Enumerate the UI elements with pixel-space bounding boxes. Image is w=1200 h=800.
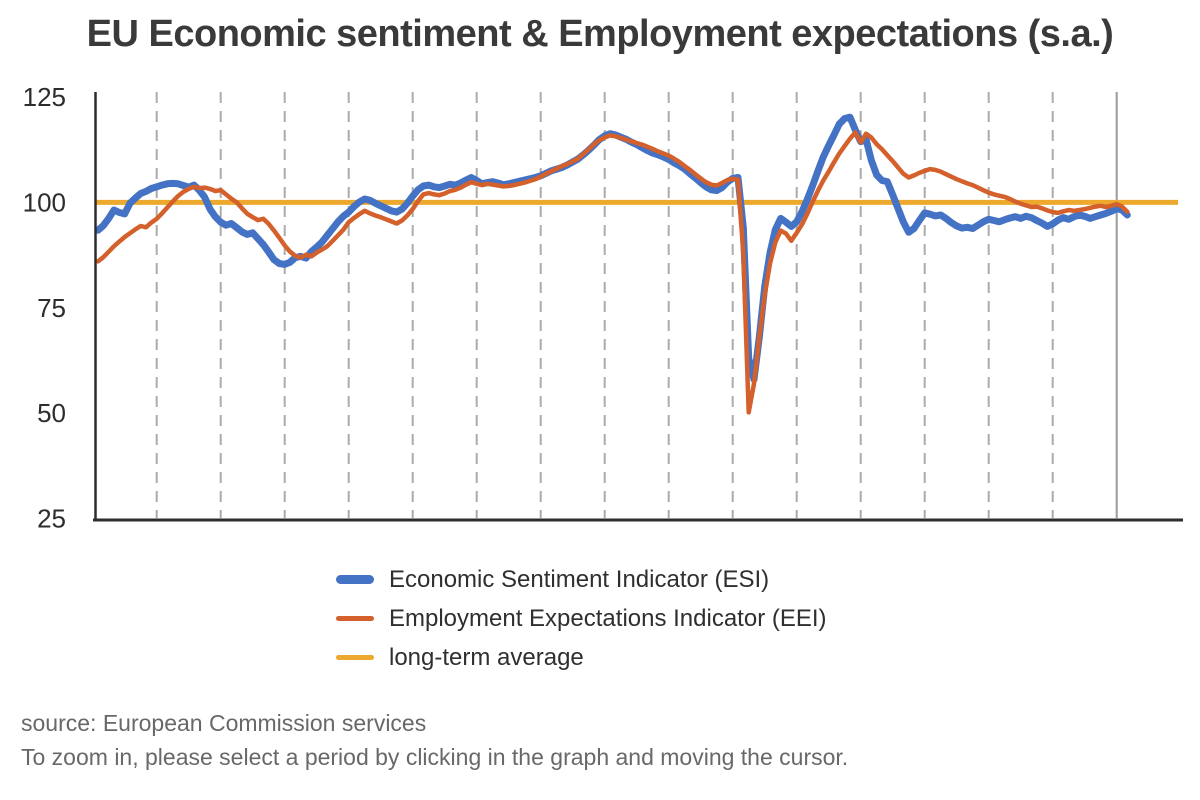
esi-line-swatch-icon — [336, 575, 374, 584]
legend-item-average[interactable]: long-term average — [336, 638, 827, 677]
chart-title: EU Economic sentiment & Employment expec… — [86, 13, 1114, 55]
legend-label-esi: Economic Sentiment Indicator (ESI) — [389, 565, 770, 593]
average-line-swatch-icon — [336, 655, 374, 660]
legend-label-eei: Employment Expectations Indicator (EEI) — [389, 604, 827, 632]
chart-legend: Economic Sentiment Indicator (ESI) Emplo… — [336, 560, 827, 677]
y-axis-tick-label: 100 — [23, 187, 66, 217]
y-axis-tick-label: 25 — [37, 504, 66, 534]
eei-series-line — [95, 130, 1130, 415]
y-axis-tick-label: 125 — [23, 82, 66, 112]
y-axis-tick-label: 50 — [37, 398, 66, 428]
source-note: source: European Commission services — [21, 710, 427, 736]
legend-item-eei[interactable]: Employment Expectations Indicator (EEI) — [336, 599, 827, 638]
legend-label-average: long-term average — [389, 643, 584, 671]
zoom-hint: To zoom in, please select a period by cl… — [21, 744, 849, 770]
esi-series-line — [94, 113, 1131, 383]
sentiment-chart-plot-area[interactable]: 25 50 75 100 125 — [0, 80, 1200, 540]
eei-line-swatch-icon — [336, 616, 374, 621]
chart-footer: source: European Commission services To … — [21, 706, 848, 774]
y-axis-tick-label: 75 — [37, 293, 66, 323]
legend-item-esi[interactable]: Economic Sentiment Indicator (ESI) — [336, 560, 827, 599]
